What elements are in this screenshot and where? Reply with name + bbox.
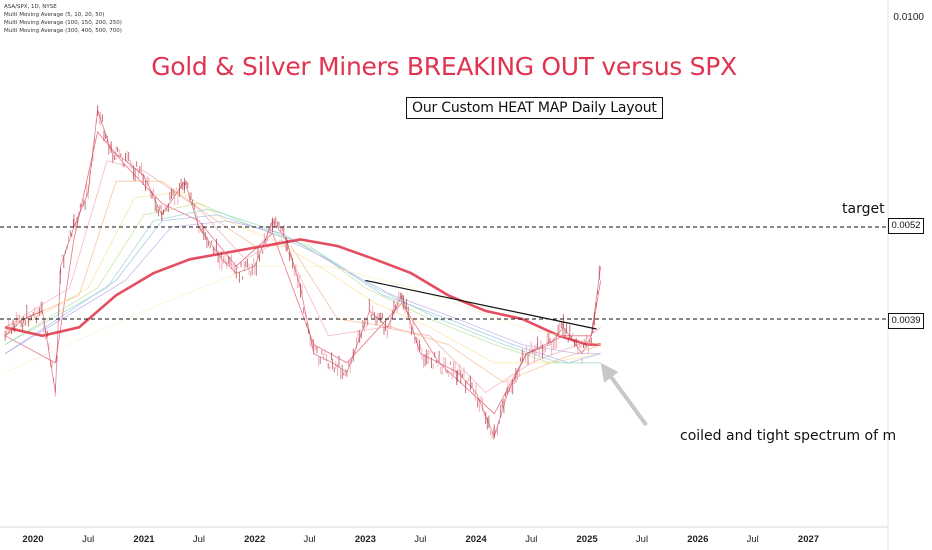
x-tick-label: 2024 [465, 534, 487, 545]
ma-line-ma-700 [4, 265, 601, 373]
x-tick-label: Jul [303, 534, 316, 545]
annotation-coiled: coiled and tight spectrum of m [680, 428, 897, 444]
price-line [4, 109, 602, 438]
x-tick-label: Jul [414, 534, 427, 545]
legend-ma-short: Multi Moving Average (5, 10, 20, 50) [4, 12, 105, 18]
chart-subtitle-box: Our Custom HEAT MAP Daily Layout [406, 97, 663, 119]
x-tick-label: 2021 [133, 534, 155, 545]
x-tick-label: Jul [82, 534, 95, 545]
price-levels [0, 226, 888, 320]
legend-ma-long: Multi Moving Average (300, 400, 500, 700… [4, 28, 122, 34]
ma-line-ma-50 [4, 191, 601, 364]
price-tag-breakout: 0.0039 [888, 313, 924, 329]
ma-line-ma-300 [4, 238, 601, 346]
legend-symbol: ASA/SPX, 1D, NYSE [4, 4, 57, 10]
x-tick-label: 2026 [687, 534, 709, 545]
x-tick-label: Jul [746, 534, 759, 545]
price-tag-target: 0.0052 [888, 218, 924, 234]
chart-title: Gold & Silver Miners BREAKING OUT versus… [151, 52, 737, 81]
price-series [4, 105, 602, 440]
annotation-target: target [842, 201, 885, 217]
x-tick-label: 2020 [22, 534, 44, 545]
x-tick-label: 2022 [244, 534, 266, 545]
ma-line-ma-100 [4, 202, 601, 364]
ma-line-ma-150 [4, 208, 601, 364]
x-tick-label: Jul [635, 534, 649, 545]
ma-line-ma-5 [4, 131, 602, 415]
x-tick-label: 2025 [576, 534, 598, 545]
resistance-trendline [365, 279, 597, 330]
chart-overlays [365, 279, 648, 427]
x-tick-label: 2027 [797, 534, 820, 545]
annotation-arrow-head [600, 362, 619, 383]
ma-line-ma-20 [4, 180, 601, 383]
y-scale-top-label: 0.0100 [893, 12, 924, 23]
moving-average-ribbons [4, 131, 602, 415]
legend-ma-mid: Multi Moving Average (100, 150, 200, 250… [4, 20, 122, 26]
x-tick-label: 2023 [354, 534, 376, 545]
x-tick-label: Jul [192, 534, 205, 545]
indicator-legend: ASA/SPX, 1D, NYSE Multi Moving Average (… [4, 3, 122, 35]
x-tick-label: Jul [525, 534, 538, 545]
annotation-arrow-shaft [609, 376, 648, 427]
